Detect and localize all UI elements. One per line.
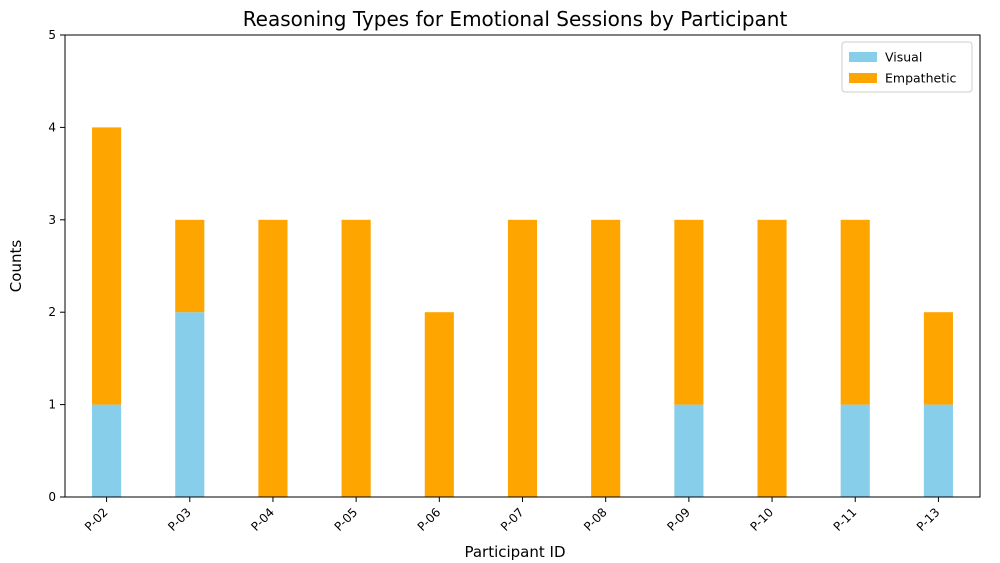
bar-empathetic-p-11	[840, 219, 870, 405]
bar-visual-p-09	[674, 404, 704, 497]
bar-empathetic-p-13	[923, 312, 953, 405]
legend-swatch-empathetic	[849, 73, 877, 83]
bar-empathetic-p-03	[175, 219, 205, 313]
bar-empathetic-p-05	[341, 219, 371, 498]
y-tick-label: 2	[48, 305, 56, 319]
bar-empathetic-p-04	[258, 219, 288, 498]
bar-visual-p-02	[92, 404, 122, 497]
legend: Visual Empathetic	[841, 41, 973, 93]
bars-layer	[92, 127, 953, 498]
bar-empathetic-p-10	[757, 219, 787, 498]
legend-label-empathetic: Empathetic	[885, 71, 957, 86]
legend-label-visual: Visual	[885, 50, 922, 65]
y-axis-label: Counts	[7, 240, 25, 293]
y-tick-label: 1	[48, 398, 56, 412]
bar-empathetic-p-07	[507, 219, 538, 498]
y-tick-label: 5	[48, 28, 56, 42]
y-tick-label: 3	[48, 213, 56, 227]
chart-title: Reasoning Types for Emotional Sessions b…	[243, 7, 788, 31]
bar-visual-p-13	[923, 404, 953, 497]
y-tick-label: 0	[48, 490, 56, 504]
bar-visual-p-11	[840, 404, 870, 497]
bar-empathetic-p-02	[92, 127, 122, 405]
bar-empathetic-p-06	[424, 312, 454, 497]
bar-empathetic-p-09	[674, 219, 704, 405]
x-axis-label: Participant ID	[464, 543, 565, 561]
y-tick-label: 4	[48, 120, 56, 134]
bar-visual-p-03	[175, 312, 205, 497]
legend-swatch-visual	[849, 52, 877, 62]
bar-empathetic-p-08	[591, 219, 621, 498]
